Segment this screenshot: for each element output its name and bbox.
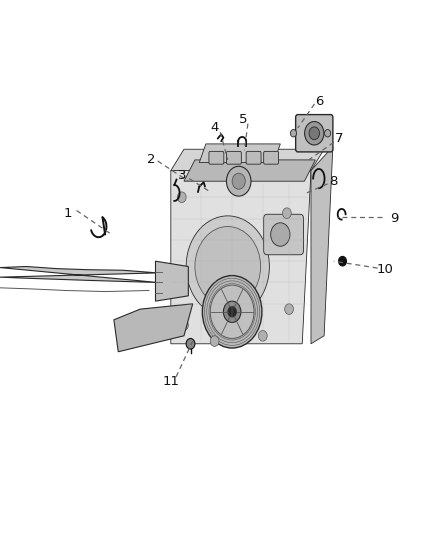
Circle shape xyxy=(271,223,290,246)
Text: 4: 4 xyxy=(210,122,219,134)
Polygon shape xyxy=(184,160,315,181)
Polygon shape xyxy=(311,147,333,344)
Text: 11: 11 xyxy=(162,375,179,387)
FancyBboxPatch shape xyxy=(264,151,279,164)
Circle shape xyxy=(186,338,195,349)
Circle shape xyxy=(202,276,262,348)
Text: 3: 3 xyxy=(177,169,186,182)
Polygon shape xyxy=(171,171,311,344)
Circle shape xyxy=(228,306,237,317)
Circle shape xyxy=(325,130,331,137)
Text: 10: 10 xyxy=(377,263,394,276)
Polygon shape xyxy=(155,261,188,301)
Text: 6: 6 xyxy=(315,95,324,108)
Polygon shape xyxy=(114,304,193,352)
Text: 2: 2 xyxy=(147,154,155,166)
FancyBboxPatch shape xyxy=(209,151,224,164)
Circle shape xyxy=(304,122,324,145)
Circle shape xyxy=(177,192,186,203)
Circle shape xyxy=(223,301,241,322)
Circle shape xyxy=(210,336,219,346)
FancyBboxPatch shape xyxy=(246,151,261,164)
Polygon shape xyxy=(171,149,324,171)
Circle shape xyxy=(339,256,346,266)
Circle shape xyxy=(290,130,297,137)
FancyBboxPatch shape xyxy=(226,151,241,164)
Circle shape xyxy=(226,166,251,196)
Text: 7: 7 xyxy=(335,132,344,145)
FancyBboxPatch shape xyxy=(264,214,304,255)
Circle shape xyxy=(232,173,245,189)
Polygon shape xyxy=(0,266,158,282)
Text: 5: 5 xyxy=(239,114,247,126)
Circle shape xyxy=(195,227,261,306)
Circle shape xyxy=(258,330,267,341)
Text: 1: 1 xyxy=(64,207,72,220)
Circle shape xyxy=(210,285,254,338)
Circle shape xyxy=(309,127,319,140)
Circle shape xyxy=(283,208,291,219)
Circle shape xyxy=(285,304,293,314)
Text: 8: 8 xyxy=(328,175,337,188)
Circle shape xyxy=(186,216,269,317)
Text: 9: 9 xyxy=(390,212,399,225)
FancyBboxPatch shape xyxy=(296,115,333,152)
Polygon shape xyxy=(199,144,280,163)
Circle shape xyxy=(180,320,188,330)
